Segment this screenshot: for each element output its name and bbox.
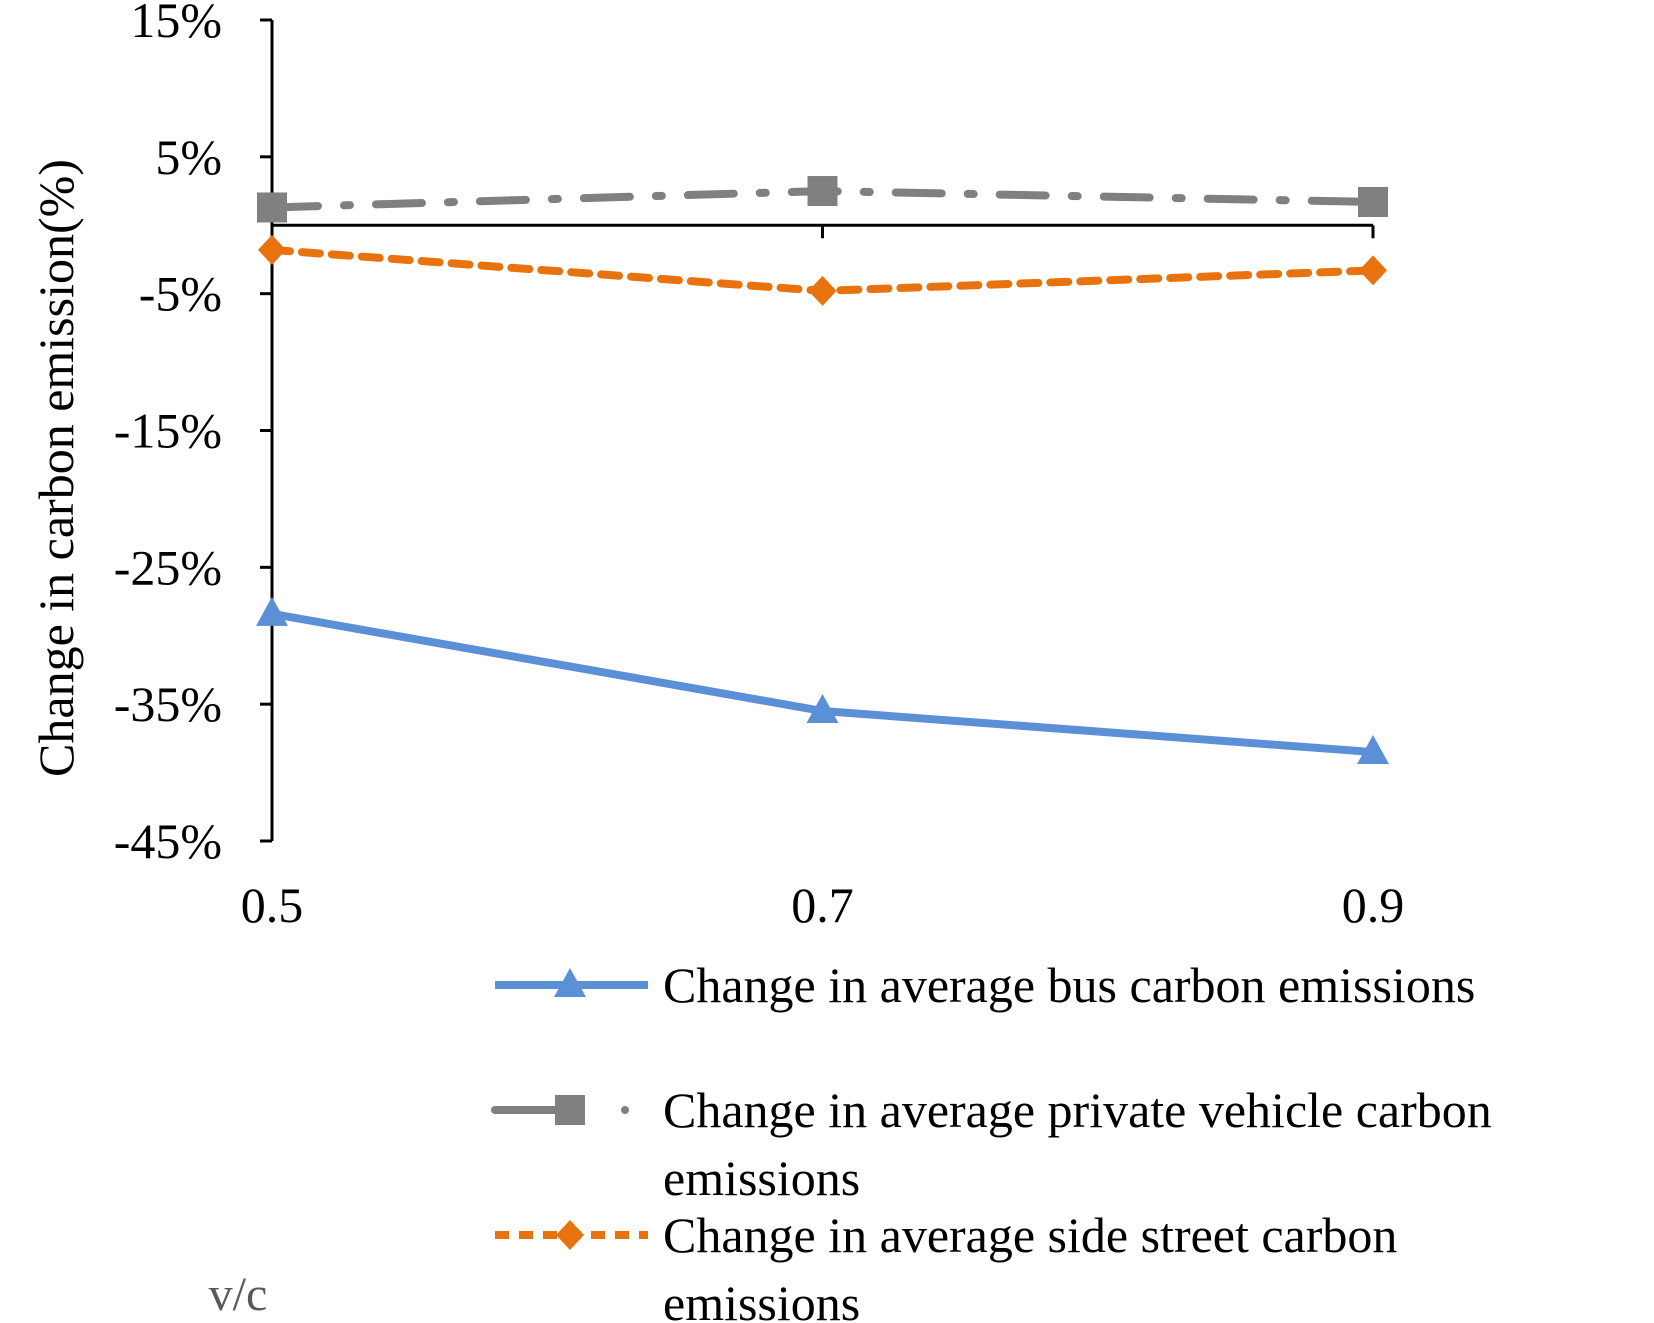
data-point-marker bbox=[1358, 186, 1388, 217]
series-line bbox=[268, 609, 1377, 757]
data-point-marker bbox=[807, 176, 838, 207]
series-1 bbox=[257, 176, 1388, 223]
y-tick-label: -35% bbox=[114, 676, 222, 732]
legend-dot-swatch bbox=[621, 1106, 629, 1114]
legend-item-0: Change in average bus carbon emissions bbox=[495, 957, 1475, 1013]
legend-marker-swatch bbox=[554, 968, 586, 997]
y-tick-label: -15% bbox=[114, 403, 222, 459]
legend-label: Change in average side street carbon bbox=[663, 1207, 1397, 1263]
chart-axes bbox=[260, 18, 1375, 843]
y-axis-title: Change in carbon emission(%) bbox=[28, 159, 84, 777]
legend-label: emissions bbox=[663, 1150, 860, 1206]
series-2 bbox=[258, 234, 1387, 306]
y-tick-label: -25% bbox=[114, 539, 222, 595]
x-tick-label: 0.9 bbox=[1342, 877, 1405, 933]
data-point-marker bbox=[808, 275, 837, 306]
chart-labels: 15% 5% -5% -15% -25% -35% -45% 0.5 0.7 0.9 Change … bbox=[28, 0, 1404, 1321]
data-point-marker bbox=[1357, 735, 1389, 765]
y-tick-label: -5% bbox=[139, 266, 222, 322]
x-tick-label: 0.7 bbox=[791, 877, 854, 933]
legend-label: Change in average bus carbon emissions bbox=[663, 957, 1475, 1013]
data-point-marker bbox=[256, 596, 288, 626]
data-point-marker bbox=[1359, 255, 1387, 286]
legend-label: Change in average private vehicle carbon bbox=[663, 1082, 1492, 1138]
legend-item-2: Change in average side street carbon emis… bbox=[495, 1207, 1397, 1323]
data-point-marker bbox=[258, 234, 286, 265]
x-tick-label: 0.5 bbox=[241, 877, 304, 933]
legend-marker-swatch bbox=[555, 1095, 585, 1125]
legend-item-1: Change in average private vehicle carbon… bbox=[491, 1082, 1492, 1206]
series-0 bbox=[256, 596, 1389, 765]
y-tick-label: 15% bbox=[130, 0, 222, 48]
legend-label: emissions bbox=[663, 1275, 860, 1323]
y-tick-label: -45% bbox=[114, 813, 222, 869]
data-point-marker bbox=[806, 694, 839, 724]
chart-legend: Change in average bus carbon emissions Ch… bbox=[491, 957, 1492, 1323]
y-tick-label: 5% bbox=[155, 129, 222, 185]
legend-marker-swatch bbox=[556, 1220, 584, 1250]
data-point-marker bbox=[257, 192, 287, 223]
x-axis-title: v/c bbox=[209, 1268, 268, 1321]
chart-series bbox=[256, 176, 1389, 765]
